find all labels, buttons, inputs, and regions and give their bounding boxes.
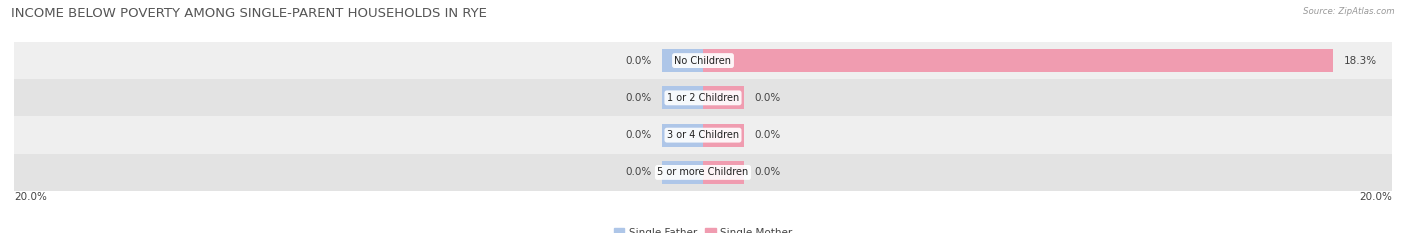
Text: 3 or 4 Children: 3 or 4 Children (666, 130, 740, 140)
Bar (662, 86, 703, 110)
Bar (14, 79, 1392, 116)
Text: 0.0%: 0.0% (626, 56, 651, 65)
Text: 0.0%: 0.0% (755, 93, 780, 103)
Text: 1 or 2 Children: 1 or 2 Children (666, 93, 740, 103)
Legend: Single Father, Single Mother: Single Father, Single Mother (610, 224, 796, 233)
Bar (703, 49, 1333, 72)
Text: 18.3%: 18.3% (1344, 56, 1376, 65)
Text: 0.0%: 0.0% (755, 130, 780, 140)
Text: 5 or more Children: 5 or more Children (658, 168, 748, 177)
Bar (14, 42, 1392, 79)
Text: 0.0%: 0.0% (626, 168, 651, 177)
Text: 20.0%: 20.0% (1360, 192, 1392, 202)
Text: No Children: No Children (675, 56, 731, 65)
Text: 20.0%: 20.0% (14, 192, 46, 202)
Text: Source: ZipAtlas.com: Source: ZipAtlas.com (1303, 7, 1395, 16)
Bar (14, 154, 1392, 191)
Text: 0.0%: 0.0% (755, 168, 780, 177)
Text: INCOME BELOW POVERTY AMONG SINGLE-PARENT HOUSEHOLDS IN RYE: INCOME BELOW POVERTY AMONG SINGLE-PARENT… (11, 7, 486, 20)
Text: 0.0%: 0.0% (626, 130, 651, 140)
Bar (662, 49, 703, 72)
Bar (703, 161, 744, 184)
Bar (703, 123, 744, 147)
Bar (14, 116, 1392, 154)
Bar (662, 161, 703, 184)
Bar (662, 123, 703, 147)
Text: 0.0%: 0.0% (626, 93, 651, 103)
Bar (703, 86, 744, 110)
